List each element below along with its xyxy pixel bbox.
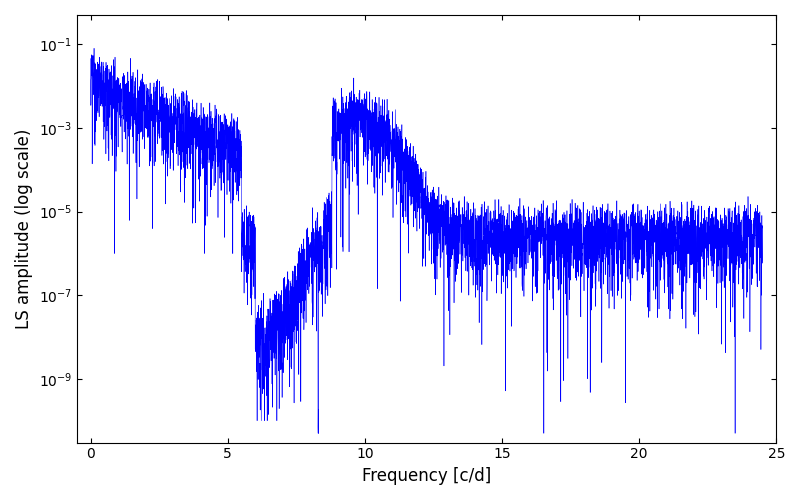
Y-axis label: LS amplitude (log scale): LS amplitude (log scale): [15, 128, 33, 329]
X-axis label: Frequency [c/d]: Frequency [c/d]: [362, 467, 491, 485]
